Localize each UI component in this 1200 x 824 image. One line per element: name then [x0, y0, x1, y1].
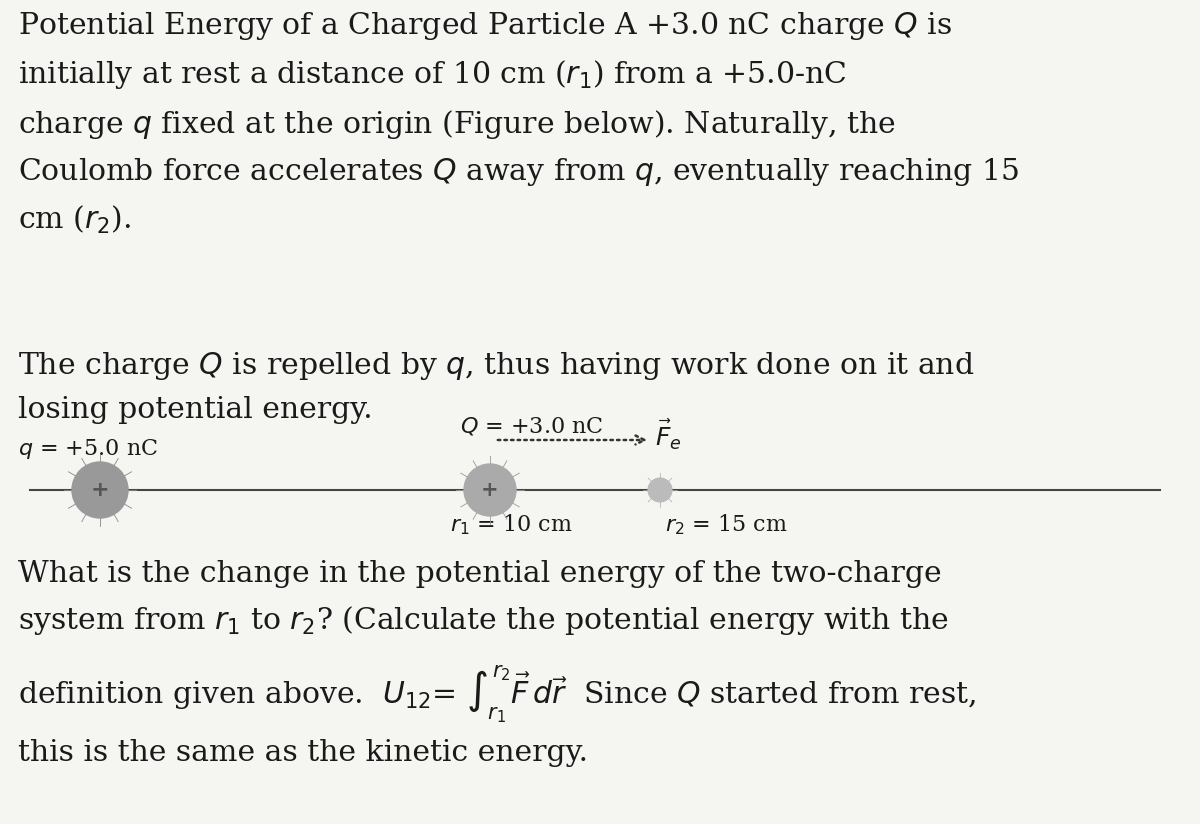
Text: $\vec{F}_e$: $\vec{F}_e$ — [655, 418, 682, 452]
Circle shape — [72, 462, 128, 518]
Text: $q$ = +5.0 nC: $q$ = +5.0 nC — [18, 437, 158, 461]
Text: $r_2$ = 15 cm: $r_2$ = 15 cm — [665, 512, 787, 536]
Text: $Q$ = +3.0 nC: $Q$ = +3.0 nC — [460, 415, 604, 437]
Text: Potential Energy of a Charged Particle A +3.0 nC charge $Q$ is
initially at rest: Potential Energy of a Charged Particle A… — [18, 10, 1019, 236]
Text: The charge $Q$ is repelled by $q$, thus having work done on it and
losing potent: The charge $Q$ is repelled by $q$, thus … — [18, 350, 974, 424]
Text: +: + — [91, 480, 109, 500]
Text: What is the change in the potential energy of the two-charge
system from $r_1$ t: What is the change in the potential ener… — [18, 560, 976, 767]
Circle shape — [648, 478, 672, 502]
Text: $r_1$ = 10 cm: $r_1$ = 10 cm — [450, 512, 572, 536]
Circle shape — [464, 464, 516, 516]
Text: +: + — [481, 480, 499, 500]
